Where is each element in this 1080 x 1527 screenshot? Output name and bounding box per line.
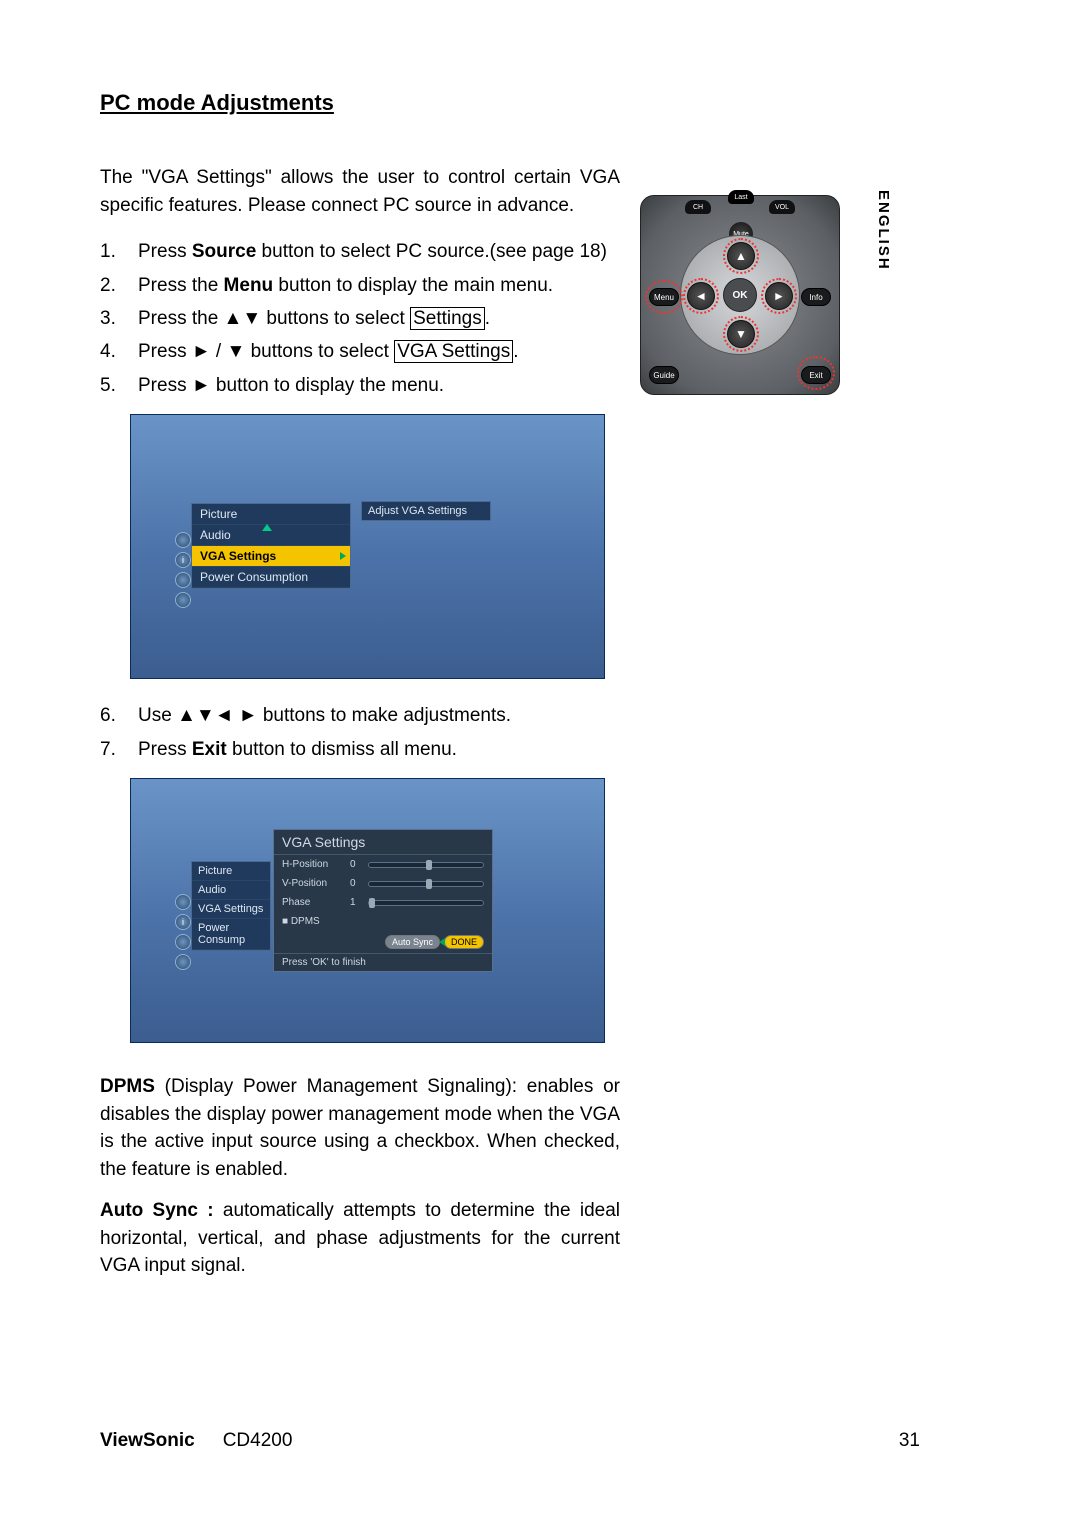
step-list: 1.Press Source button to select PC sourc…	[100, 237, 620, 400]
vga-settings-panel: VGA Settings H-Position0 V-Position0 Pha…	[273, 829, 493, 972]
menu-icon	[175, 532, 191, 548]
osd-screenshot-1: i Picture Audio VGA Settings Power Consu…	[130, 414, 605, 679]
osd-hint: Adjust VGA Settings	[361, 501, 491, 521]
right-arrow-icon[interactable]: ►	[765, 282, 793, 310]
menu-icon	[175, 954, 191, 970]
osd-screenshot-2: i Picture Audio VGA Settings Power Consu…	[130, 778, 605, 1043]
done-button[interactable]: DONE	[444, 935, 484, 949]
guide-corner[interactable]: Guide	[649, 366, 679, 384]
menu-icon	[175, 934, 191, 950]
section-heading: PC mode Adjustments	[100, 90, 920, 116]
menu-icon: i	[175, 914, 191, 930]
osd-menu-panel: Picture Audio VGA Settings Power Consump…	[191, 503, 351, 589]
menu-icon	[175, 894, 191, 910]
intro-text: The "VGA Settings" allows the user to co…	[100, 164, 620, 219]
vol-label: VOL	[769, 200, 795, 214]
step-list-2: 6.Use ▲▼◄ ► buttons to make adjustments.…	[100, 701, 620, 764]
language-tab: ENGLISH	[875, 190, 892, 271]
exit-corner[interactable]: Exit	[801, 366, 831, 384]
up-arrow-icon[interactable]: ▲	[727, 242, 755, 270]
menu-icon	[175, 572, 191, 588]
ch-label: CH	[685, 200, 711, 214]
page-footer: ViewSonic CD4200 31	[100, 1430, 920, 1452]
ok-button[interactable]: OK	[723, 278, 757, 312]
remote-illustration: CH VOL Last Mute OK ▲ ▼ ◄ ► Menu Info Gu…	[640, 195, 840, 395]
osd-left-panel: Picture Audio VGA Settings Power Consump	[191, 861, 271, 951]
menu-icon: i	[175, 552, 191, 568]
autosync-paragraph: Auto Sync : automatically attempts to de…	[100, 1197, 620, 1280]
dpad: OK ▲ ▼ ◄ ►	[680, 235, 800, 355]
info-corner[interactable]: Info	[801, 288, 831, 306]
menu-corner[interactable]: Menu	[649, 288, 679, 306]
dpms-paragraph: DPMS (Display Power Management Signaling…	[100, 1073, 620, 1183]
left-arrow-icon[interactable]: ◄	[687, 282, 715, 310]
last-label: Last	[728, 190, 754, 204]
menu-icon	[175, 592, 191, 608]
down-arrow-icon[interactable]: ▼	[727, 320, 755, 348]
auto-sync-button[interactable]: Auto Sync	[385, 935, 440, 949]
